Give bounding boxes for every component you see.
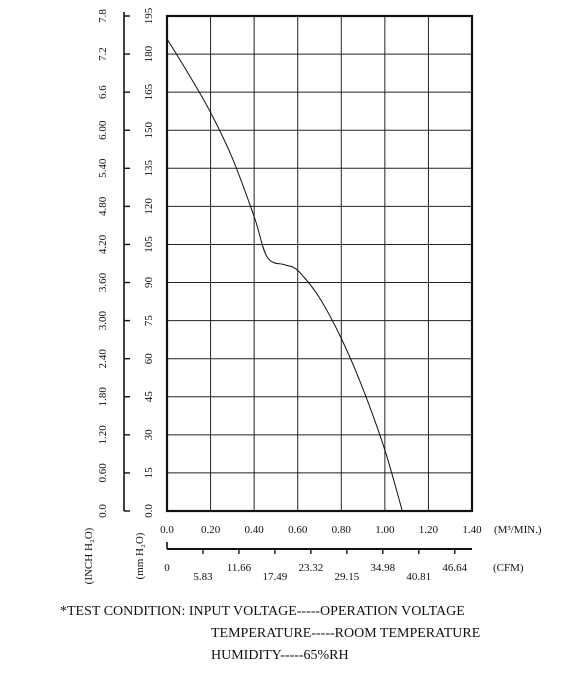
inch-tick-label: 4.80 [97,196,109,216]
mm-tick-label: 15 [143,467,155,479]
cfm-tick-label: 34.98 [370,562,395,574]
x-m3-tick-label: 1.20 [419,524,439,536]
mm-tick-label: 30 [143,429,155,441]
cfm-tick-label: 0 [164,562,170,574]
inch-tick-label: 0.60 [97,463,109,483]
test-condition-line-3: HUMIDITY-----65%RH [211,648,349,663]
cfm-tick-label: 40.81 [406,571,431,583]
x-m3-tick-label: 0.20 [201,524,221,536]
x-m3-tick-label: 0.40 [245,524,265,536]
x-m3-tick-label: 0.0 [160,524,174,536]
mm-tick-label: 135 [143,160,155,177]
cfm-tick-label: 23.32 [298,562,323,574]
mm-tick-label: 180 [143,45,155,62]
mm-tick-label: 0.0 [143,504,155,518]
mm-tick-label: 45 [143,391,155,403]
plot-frame [165,14,474,513]
mm-tick-label: 165 [143,83,155,100]
inch-tick-label: 7.8 [97,9,109,23]
test-condition-line-1: *TEST CONDITION: INPUT VOLTAGE-----OPERA… [60,604,465,619]
mm-tick-label: 195 [143,7,155,24]
inch-tick-label: 4.20 [97,234,109,254]
mm-axis-label: (mm H₂O) [134,532,146,579]
inch-tick-label: 7.2 [97,47,109,61]
mm-tick-label: 105 [143,236,155,253]
cfm-tick-label: 46.64 [442,562,467,574]
inch-tick-label: 5.40 [97,158,109,178]
pq-curve-line [166,38,403,512]
cfm-tick-label: 29.15 [334,571,359,583]
inch-tick-label: 6.00 [97,120,109,140]
cfm-tick-label: 17.49 [263,571,288,583]
cfm-axis-label: (CFM) [493,562,524,574]
inch-tick-label: 1.20 [97,425,109,445]
mm-tick-label: 120 [143,198,155,215]
x-m3-tick-label: 0.60 [288,524,308,536]
inch-tick-label: 6.6 [97,85,109,99]
inch-tick-label: 2.40 [97,349,109,369]
x-m3-axis-label: (M³/MIN.) [494,524,542,536]
cfm-tick-label: 5.83 [193,571,213,583]
inch-axis-label: (INCH H₂O) [83,527,95,584]
test-condition-line-2: TEMPERATURE-----ROOM TEMPERATURE [211,626,481,641]
x-m3-tick-label: 0.80 [332,524,352,536]
mm-tick-label: 90 [143,277,155,289]
x-m3-tick-label: 1.40 [462,524,482,536]
mm-tick-label: 75 [143,315,155,327]
inch-tick-label: 3.00 [97,310,109,330]
mm-tick-label: 150 [143,121,155,138]
x-m3-tick-label: 1.00 [375,524,395,536]
cfm-tick-label: 11.66 [227,562,252,574]
inch-tick-label: 0.0 [97,504,109,518]
inch-tick-label: 3.60 [97,272,109,292]
mm-tick-label: 60 [143,353,155,365]
inch-tick-label: 1.80 [97,387,109,407]
